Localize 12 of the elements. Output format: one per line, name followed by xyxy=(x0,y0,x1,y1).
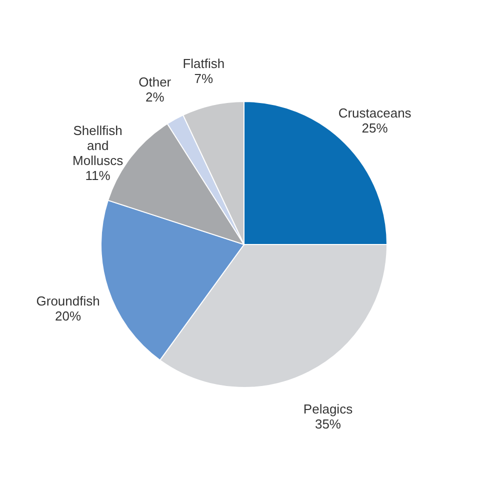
data-label: 11% xyxy=(85,168,111,184)
slice-label: Flatfish xyxy=(182,56,225,71)
slice-label: Crustaceans xyxy=(338,106,412,121)
data-label: 7% xyxy=(194,70,214,86)
slice-label: Pelagics xyxy=(303,401,354,416)
data-label: 25% xyxy=(362,120,388,136)
data-label: 35% xyxy=(314,416,342,432)
slice-label: Groundfish xyxy=(36,294,100,309)
slice-label: Shellfish and Molluscs xyxy=(72,123,124,168)
slice-label: Other xyxy=(138,74,172,90)
data-label: 2% xyxy=(145,89,165,104)
data-label: 20% xyxy=(55,308,82,324)
